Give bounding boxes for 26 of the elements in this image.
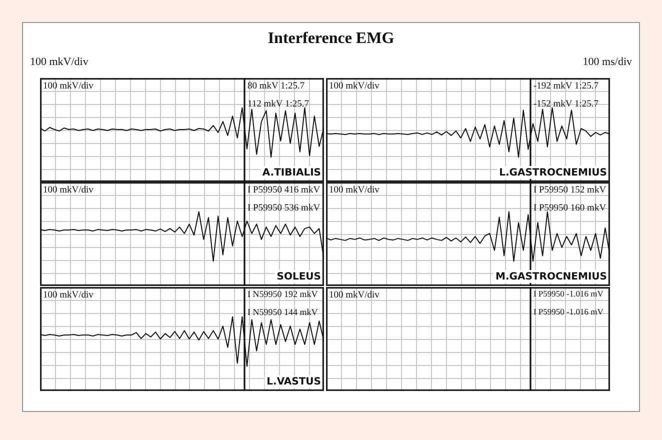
text: I P59950 -1.016 mV [533,306,604,316]
text: 100 mkV/div [43,185,94,196]
text: 80 mkV 1:25.7 [247,81,305,92]
text: SOLEUS [276,272,321,283]
text: I N59950 192 mkV [247,288,318,299]
text: Interference EMG [266,30,396,48]
text: I P59950 -1.016 mV [533,288,604,298]
text: I P59950 152 mkV [533,185,606,196]
text: L.GASTROCNEMIUS [499,168,607,179]
annotation: 112 mkV 1:25.7 [247,99,310,110]
text: 100 mkV/div [329,81,380,92]
text: 100 mkV/div [30,56,88,68]
text: 100 ms/div [582,56,632,68]
text: 100 mkV/div [43,81,94,92]
text: L.VASTUS [266,376,321,388]
text: 100 mkV/div [329,290,380,300]
text: 100 mkV/div [43,290,94,300]
annotation: -152 mkV 1:25.7 [533,99,599,110]
text: A.TIBIALIS [262,168,321,179]
annotation: I P59950 160 mkV [533,203,606,214]
text: I P59950 416 mkV [247,185,320,196]
text: M.GASTROCNEMIUS [496,272,607,283]
text: 100 mkV/div [329,185,380,196]
annotation: I N59950 144 mkV [247,306,318,317]
annotation: I P59950 536 mkV [247,203,320,214]
text: -192 mkV 1:25.7 [533,81,599,92]
